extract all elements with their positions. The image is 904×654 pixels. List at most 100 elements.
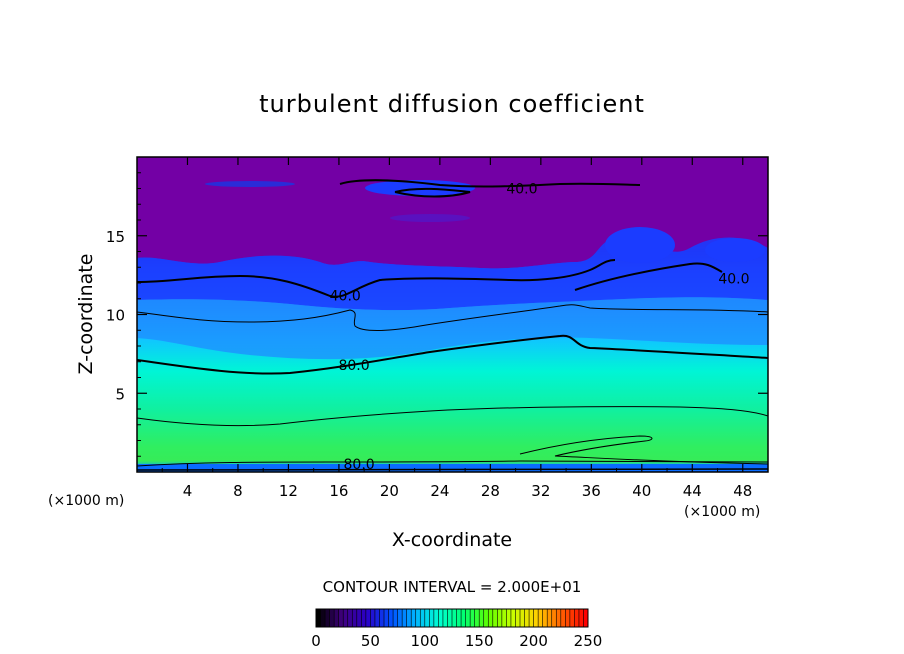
colorbar-swatch xyxy=(506,609,512,627)
colorbar-labels: 0 50 100 150 200 250 xyxy=(311,632,602,650)
contour-100 xyxy=(137,406,768,427)
contour-40-bottom xyxy=(137,468,768,471)
colorbar-swatch xyxy=(551,609,557,627)
colorbar-swatch xyxy=(483,609,489,627)
colorbar-tick-label: 150 xyxy=(465,632,494,650)
colorbar-swatch xyxy=(578,609,584,627)
colorbar-swatch xyxy=(452,609,458,627)
colorbar-swatch xyxy=(560,609,566,627)
x-tick-label: 8 xyxy=(233,482,243,500)
colorbar-swatch xyxy=(442,609,448,627)
x-tick-label: 24 xyxy=(430,482,449,500)
colorbar-swatch xyxy=(352,609,358,627)
y-axis: 5 10 15 xyxy=(106,172,768,457)
colorbar-swatch xyxy=(565,609,571,627)
colorbar-swatch xyxy=(542,609,548,627)
colorbar-swatch xyxy=(420,609,426,627)
contour-labels: 40.0 40.0 40.0 80.0 80.0 xyxy=(330,182,750,474)
x-tick-label: 36 xyxy=(582,482,601,500)
contour-80-upper xyxy=(137,334,768,375)
colorbar-swatch xyxy=(379,609,385,627)
contour-100-lobe xyxy=(519,435,768,465)
colorbar-swatch xyxy=(538,609,544,627)
x-tick-label: 4 xyxy=(183,482,193,500)
colorbar-swatch xyxy=(316,609,322,627)
colorbar-swatch xyxy=(515,609,521,627)
colorbar-frame xyxy=(315,608,589,628)
y-tick-label: 10 xyxy=(106,307,125,325)
colorbar-swatch xyxy=(411,609,417,627)
contour-80-lower xyxy=(137,460,768,467)
colorbar-swatch xyxy=(320,609,326,627)
colorbar-swatch xyxy=(438,609,444,627)
colorbar-swatch xyxy=(488,609,494,627)
colorbar-swatch xyxy=(433,609,439,627)
x-tick-label: 28 xyxy=(481,482,500,500)
contour-label: 40.0 xyxy=(330,289,361,305)
colorbar-swatch xyxy=(365,609,371,627)
contour-lines xyxy=(137,179,768,471)
x-tick-label: 12 xyxy=(279,482,298,500)
colorbar-tick-label: 100 xyxy=(410,632,439,650)
contour-interval-text: CONTOUR INTERVAL = 2.000E+01 xyxy=(323,578,582,596)
contour-label: 40.0 xyxy=(718,271,749,287)
colorbar-swatch xyxy=(384,609,390,627)
colorbar-swatch xyxy=(325,609,331,627)
colorbar-swatch xyxy=(465,609,471,627)
colorbar-swatch xyxy=(492,609,498,627)
colorbar-swatch xyxy=(520,609,526,627)
colorbar-tick-label: 0 xyxy=(311,632,321,650)
x-tick-label: 48 xyxy=(733,482,752,500)
colorbar-swatch xyxy=(388,609,394,627)
colorbar-swatch xyxy=(415,609,421,627)
x-unit-right: (×1000 m) xyxy=(684,504,760,520)
x-unit-left: (×1000 m) xyxy=(48,493,124,509)
colorbar-swatch xyxy=(393,609,399,627)
contour-label: 40.0 xyxy=(506,182,537,198)
colorbar-swatch xyxy=(424,609,430,627)
y-tick-label: 5 xyxy=(115,385,125,403)
colorbar-swatch xyxy=(397,609,403,627)
x-tick-label: 40 xyxy=(632,482,651,500)
colorbar-swatch xyxy=(501,609,507,627)
colorbar-swatch xyxy=(338,609,344,627)
colorbar-swatch xyxy=(524,609,530,627)
chart-title: turbulent diffusion coefficient xyxy=(259,90,645,118)
contour-label: 80.0 xyxy=(344,457,375,473)
colorbar-swatch xyxy=(447,609,453,627)
colorbar-swatch xyxy=(574,609,580,627)
blue-feature-4 xyxy=(605,227,675,263)
colorbar-swatch xyxy=(402,609,408,627)
x-tick-label: 16 xyxy=(329,482,348,500)
blue-feature-2 xyxy=(205,181,295,187)
colorbar-swatch xyxy=(569,609,575,627)
colorbar-tick-label: 200 xyxy=(519,632,548,650)
y-axis-title: Z-coordinate xyxy=(75,254,97,375)
colorbar-swatch xyxy=(547,609,553,627)
colorbar-swatch xyxy=(370,609,376,627)
colorbar-swatch xyxy=(510,609,516,627)
contour-label: 80.0 xyxy=(338,358,369,374)
colorbar-swatch xyxy=(347,609,353,627)
colorbar-swatch xyxy=(343,609,349,627)
colorbar xyxy=(315,608,589,628)
blue-feature-3 xyxy=(390,214,470,222)
x-tick-label: 44 xyxy=(683,482,702,500)
colorbar-swatch xyxy=(474,609,480,627)
colorbar-swatch xyxy=(334,609,340,627)
colorbar-swatch xyxy=(406,609,412,627)
colorbar-tick-label: 50 xyxy=(361,632,380,650)
mid-blue-band xyxy=(137,297,768,360)
contour-40-upper xyxy=(339,179,641,198)
x-tick-label: 32 xyxy=(531,482,550,500)
colorbar-swatch xyxy=(470,609,476,627)
colorbar-swatch xyxy=(329,609,335,627)
colorbar-swatch xyxy=(479,609,485,627)
colorbar-swatch xyxy=(497,609,503,627)
y-tick-label: 15 xyxy=(106,228,125,246)
contour-field xyxy=(137,157,768,472)
colorbar-swatch xyxy=(374,609,380,627)
colorbar-swatch xyxy=(356,609,362,627)
colorbar-swatch xyxy=(556,609,562,627)
